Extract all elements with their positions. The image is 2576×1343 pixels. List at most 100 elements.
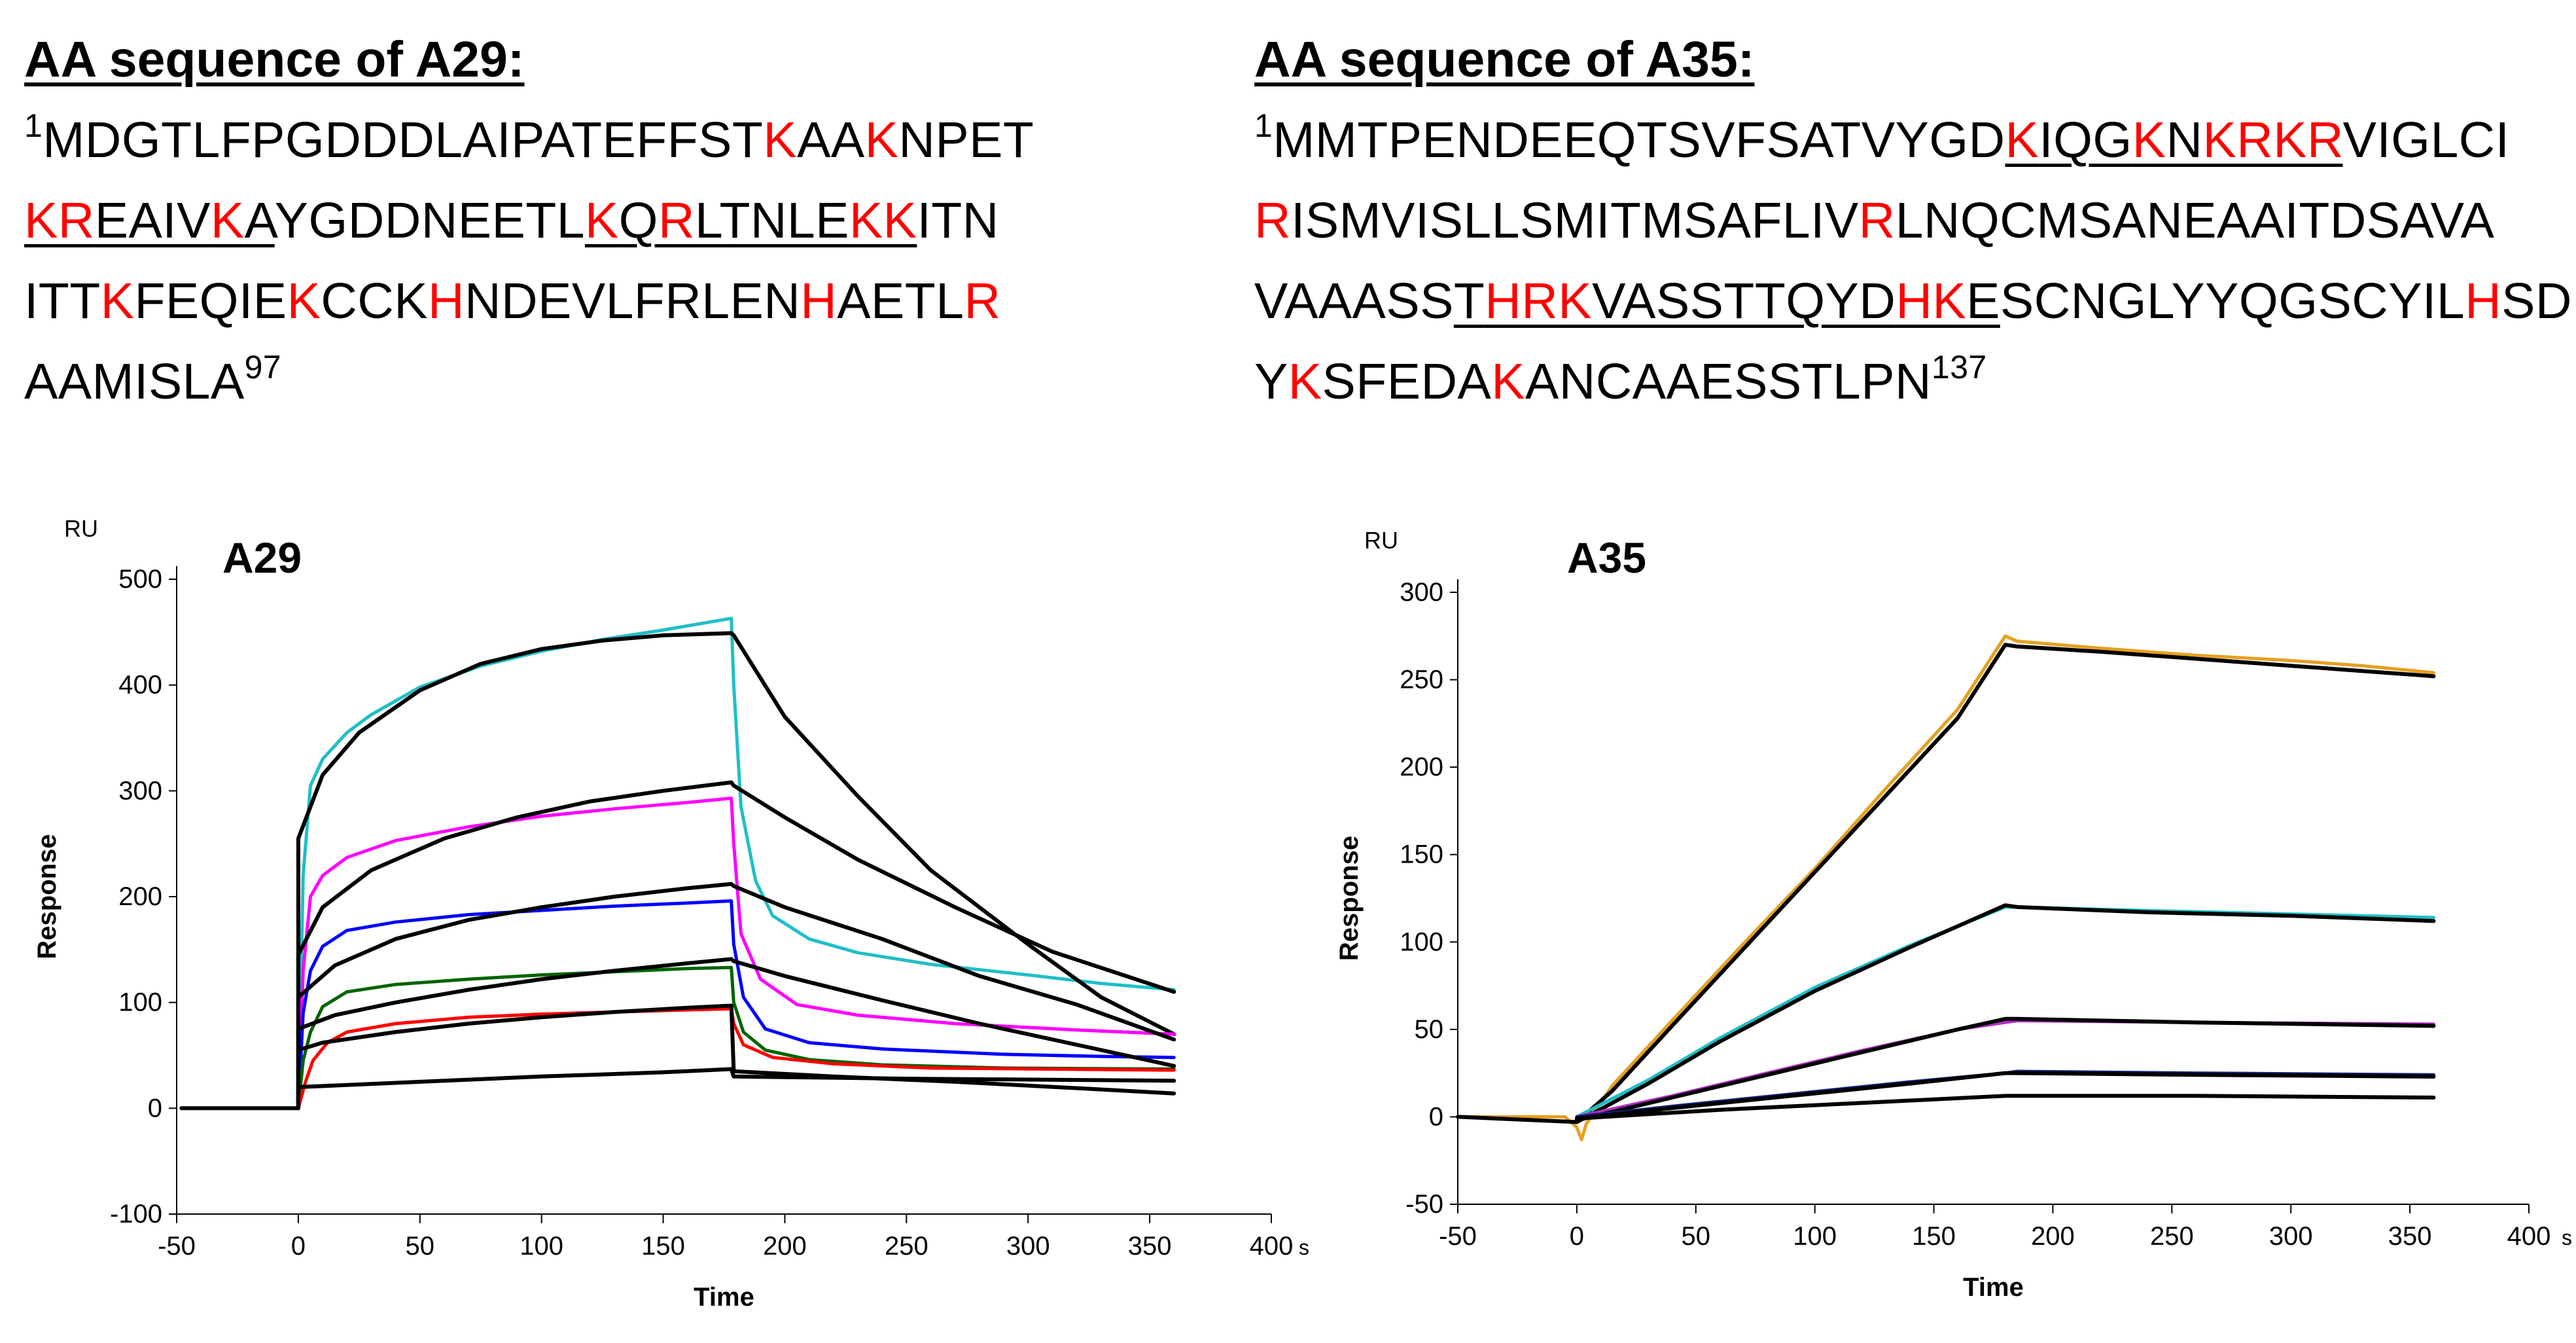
residue-run: Q bbox=[618, 192, 658, 249]
highlighted-residue: K bbox=[2005, 112, 2039, 168]
y-tick-label: 150 bbox=[1400, 840, 1443, 869]
y-tick-label: 400 bbox=[118, 671, 162, 700]
sequence-block-a35: AA sequence of A35: 1MMTPENDEEQTSVFSATVY… bbox=[1254, 20, 2571, 422]
series-line-fit-3 bbox=[296, 882, 1176, 1111]
residue-run: VIGLCI bbox=[2342, 112, 2510, 168]
residue-run: Y bbox=[1254, 353, 1288, 410]
y-tick-label: 300 bbox=[1400, 578, 1443, 607]
residue-run: CCK bbox=[321, 273, 429, 329]
residue-run: E bbox=[1966, 273, 2000, 329]
highlighted-residue: HK bbox=[1896, 273, 1967, 329]
residue-run: N bbox=[2166, 112, 2203, 168]
series-line-fit-1 bbox=[296, 631, 1176, 1111]
residue-run: NDEVLFRLEN bbox=[465, 273, 801, 329]
residue-run: SCNGLYYQGSCYIL bbox=[2000, 273, 2465, 329]
x-tick-label: 0 bbox=[1570, 1222, 1584, 1251]
x-tick-label: 150 bbox=[641, 1232, 685, 1261]
sequence-line: AAMISLA97 bbox=[24, 342, 1267, 422]
highlighted-residue: K bbox=[100, 273, 135, 329]
unit-label: RU bbox=[1364, 527, 1398, 554]
residue-run: NPET bbox=[898, 112, 1034, 168]
residue-run: VASSTTQYD bbox=[1592, 273, 1896, 329]
sequence-start-index: 1 bbox=[1254, 107, 1273, 144]
x-tick-label: 50 bbox=[406, 1232, 435, 1261]
chart-title: A35 bbox=[1567, 533, 1646, 582]
y-tick-label: 200 bbox=[118, 882, 162, 911]
y-tick-label: 250 bbox=[1400, 666, 1443, 694]
sequence-end-index: 137 bbox=[1932, 349, 1987, 385]
highlighted-residue: K bbox=[210, 192, 245, 249]
series-line-fit-5 bbox=[296, 1003, 1176, 1111]
series-line-fit-1 bbox=[1456, 643, 2436, 1124]
highlighted-residue: K bbox=[2132, 112, 2166, 168]
x-tick-label: 250 bbox=[885, 1232, 928, 1261]
residue-run: ANCAAESSTLPN bbox=[1525, 353, 1932, 410]
unit-label: RU bbox=[64, 515, 98, 542]
x-tick-label: 300 bbox=[1006, 1232, 1050, 1261]
x-unit-label: s bbox=[2562, 1226, 2572, 1249]
sequence-line: YKSFEDAKANCAAESSTLPN137 bbox=[1254, 342, 2569, 422]
y-tick-label: 0 bbox=[148, 1094, 162, 1122]
residue-run: YGDDNEETL bbox=[274, 192, 585, 249]
series-line-fit-6 bbox=[179, 1067, 1176, 1111]
series-line-cyan bbox=[179, 617, 1176, 1110]
sequence-end-index: 97 bbox=[244, 349, 282, 385]
x-tick-label: 400 bbox=[2507, 1222, 2551, 1251]
residue-run: LNQCMSANEAAITDSAVA bbox=[1895, 192, 2495, 249]
residue-run: AAMISLA bbox=[24, 353, 245, 410]
sequence-title: AA sequence of A29: bbox=[24, 31, 525, 88]
sequence-line: KREAIVKAYGDDNEETLKQRLTNLEKKITN bbox=[24, 181, 1267, 261]
y-tick-label: -50 bbox=[1405, 1190, 1443, 1219]
y-axis-label: Response bbox=[1335, 836, 1364, 961]
residue-run: AETL bbox=[837, 273, 964, 329]
highlighted-residue: K bbox=[1288, 353, 1322, 410]
sequence-line: ITTKFEQIEKCCKHNDEVLFRLENHAETLR bbox=[24, 261, 1267, 342]
residue-run: ITN bbox=[917, 192, 999, 249]
x-tick-label: 100 bbox=[1793, 1222, 1837, 1251]
sequence-lines: 1MDGTLFPGDDDLAIPATEFFSTKAAKNPET KREAIVKAY… bbox=[24, 100, 1267, 422]
chart-title: A29 bbox=[222, 533, 302, 582]
residue-run: LTNLE bbox=[694, 192, 849, 249]
highlighted-residue: H bbox=[800, 273, 838, 329]
highlighted-residue: R bbox=[658, 192, 695, 249]
x-tick-label: 0 bbox=[291, 1232, 306, 1261]
highlighted-residue: H bbox=[2465, 273, 2502, 329]
sequence-line: 1MDGTLFPGDDDLAIPATEFFSTKAAKNPET bbox=[24, 100, 1267, 181]
x-tick-label: 200 bbox=[763, 1232, 807, 1261]
y-tick-label: 200 bbox=[1400, 753, 1443, 781]
residue-run: IQG bbox=[2039, 112, 2132, 168]
residue-run: MDGTLFPGDDDLAIPATEFFST bbox=[43, 112, 764, 168]
y-tick-label: -100 bbox=[110, 1200, 162, 1228]
residue-run: ISMVISLLSMITMSAFLIV bbox=[1291, 192, 1859, 249]
highlighted-residue: HRK bbox=[1485, 273, 1593, 329]
residue-run: VAAASS bbox=[1254, 273, 1454, 329]
x-tick-label: 200 bbox=[2031, 1222, 2075, 1251]
x-tick-label: -50 bbox=[158, 1232, 196, 1261]
residue-run: A bbox=[244, 192, 275, 249]
sequence-line: VAAASSTHRKVASSTTQYDHKESCNGLYYQGSCYILHSD bbox=[1254, 261, 2571, 342]
sequence-line: 1MMTPENDEEQTSVFSATVYGDKIQGKNKRKRVIGLCI bbox=[1254, 100, 2569, 181]
x-tick-label: 150 bbox=[1912, 1222, 1956, 1251]
highlighted-residue: K bbox=[287, 273, 321, 329]
residue-run: ITT bbox=[24, 273, 101, 329]
series-line-fit-3 bbox=[1574, 1016, 2436, 1122]
highlighted-residue: R bbox=[964, 273, 1001, 329]
highlighted-residue: K bbox=[864, 112, 899, 168]
highlighted-residue: KRKR bbox=[2202, 112, 2343, 168]
sequence-start-index: 1 bbox=[24, 107, 43, 144]
series-line-red bbox=[179, 1007, 1176, 1110]
series-line-fit-4 bbox=[296, 957, 1176, 1111]
x-axis-label: Time bbox=[694, 1283, 754, 1312]
series-line-fit-2 bbox=[296, 780, 1176, 1111]
series-line-orange bbox=[1456, 634, 2435, 1141]
x-tick-label: 350 bbox=[2388, 1222, 2432, 1251]
highlighted-residue: K bbox=[584, 192, 619, 249]
x-unit-label: s bbox=[1299, 1236, 1309, 1259]
highlighted-residue: R bbox=[1254, 192, 1292, 249]
x-tick-label: 400 bbox=[1250, 1232, 1294, 1261]
highlighted-residue: H bbox=[428, 273, 465, 329]
series-line-fit-5 bbox=[1574, 1094, 2436, 1121]
sequence-block-a29: AA sequence of A29: 1MDGTLFPGDDDLAIPATEF… bbox=[24, 20, 1267, 422]
y-tick-label: 0 bbox=[1429, 1102, 1443, 1131]
sequence-line: RISMVISLLSMITMSAFLIVRLNQCMSANEAAITDSAVA bbox=[1254, 181, 2569, 261]
